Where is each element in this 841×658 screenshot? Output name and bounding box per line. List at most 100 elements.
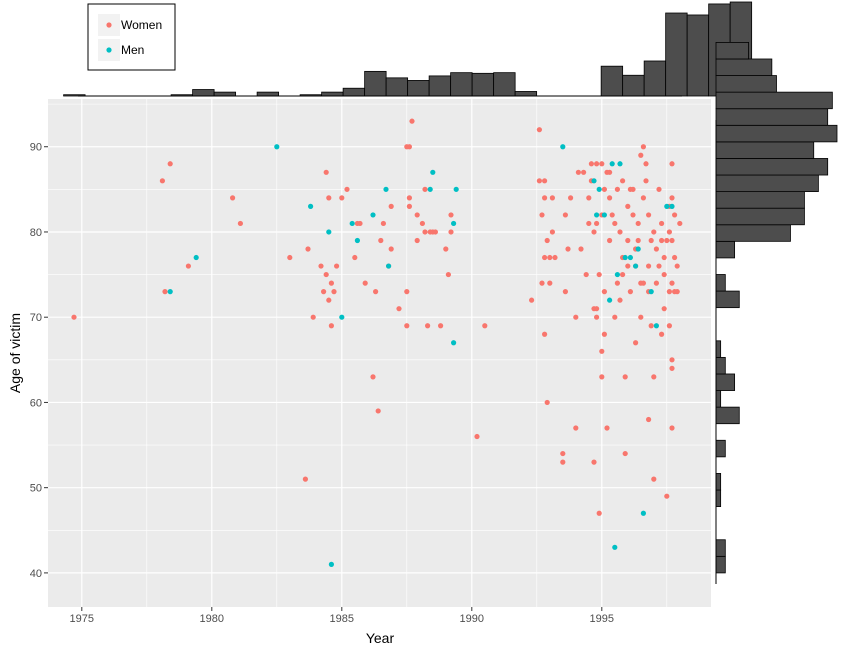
year-histogram-bar xyxy=(622,74,645,97)
age-histogram-bar xyxy=(715,124,838,143)
point-women xyxy=(669,195,675,201)
point-women xyxy=(552,254,558,261)
age-histogram-bar xyxy=(715,108,829,126)
point-women xyxy=(635,237,641,244)
point-women xyxy=(373,289,379,295)
point-women xyxy=(474,433,480,440)
point-women xyxy=(614,280,621,286)
point-men xyxy=(451,220,457,227)
point-women xyxy=(607,237,613,244)
point-women xyxy=(586,195,592,201)
point-women xyxy=(578,246,584,252)
point-women xyxy=(601,331,608,337)
point-women xyxy=(448,229,454,235)
age-histogram-bar xyxy=(715,91,833,110)
point-women xyxy=(549,195,556,201)
y-tick-label: 40 xyxy=(30,568,42,580)
point-women xyxy=(620,271,626,278)
year-histogram-bar xyxy=(256,91,280,97)
point-men xyxy=(609,161,615,167)
point-women xyxy=(581,169,587,175)
x-tick-label: 1985 xyxy=(330,613,354,625)
age-histogram-bar xyxy=(715,42,749,60)
year-histogram-bar xyxy=(192,89,215,97)
point-women xyxy=(643,161,649,167)
point-men xyxy=(601,212,608,218)
year-histogram-bar xyxy=(665,12,688,97)
x-tick-label: 1980 xyxy=(200,613,224,625)
age-histogram-bar xyxy=(715,240,736,259)
point-women xyxy=(640,195,647,201)
point-women xyxy=(328,323,334,329)
point-men xyxy=(633,263,639,269)
age-histogram-bar xyxy=(715,174,819,193)
point-women xyxy=(573,314,579,320)
point-women xyxy=(622,374,628,380)
age-histogram-bar xyxy=(715,356,726,375)
age-histogram-bar xyxy=(715,207,805,226)
point-men xyxy=(386,263,392,269)
point-women xyxy=(409,118,415,124)
scatter-points xyxy=(71,118,683,567)
point-women xyxy=(370,374,376,380)
y-axis-ticks: 40 50 60 70 80 90 xyxy=(30,142,48,580)
point-women xyxy=(323,271,329,278)
point-women xyxy=(334,263,340,269)
point-women xyxy=(614,186,621,192)
y-tick-label: 90 xyxy=(30,142,42,154)
point-women xyxy=(648,323,654,329)
point-women xyxy=(388,246,394,252)
point-women xyxy=(625,263,631,269)
age-histogram-bar xyxy=(715,274,726,292)
y-tick-label: 80 xyxy=(30,227,42,239)
point-women xyxy=(562,289,569,295)
legend-marker-women xyxy=(106,22,112,28)
plot-panel xyxy=(48,99,711,607)
point-women xyxy=(656,263,662,269)
point-women xyxy=(547,280,553,286)
point-women xyxy=(646,212,652,218)
age-histogram-bar xyxy=(715,290,740,309)
point-men xyxy=(635,246,641,252)
point-women xyxy=(669,365,675,371)
point-women xyxy=(607,195,613,201)
point-women xyxy=(344,186,350,192)
point-men xyxy=(617,161,623,167)
point-men xyxy=(669,203,675,209)
year-histogram-bar xyxy=(450,72,473,97)
point-women xyxy=(414,237,420,244)
point-women xyxy=(230,195,236,201)
point-men xyxy=(560,144,566,150)
point-women xyxy=(549,229,556,235)
point-women xyxy=(438,323,444,329)
point-women xyxy=(625,203,631,209)
point-women xyxy=(635,220,641,227)
point-women xyxy=(653,280,660,286)
point-women xyxy=(419,220,425,227)
age-histogram-bar xyxy=(715,373,736,391)
point-women xyxy=(599,374,605,380)
marginal-year-histogram xyxy=(63,1,753,97)
year-histogram-bar xyxy=(471,72,495,97)
age-histogram-bar xyxy=(715,555,726,574)
point-women xyxy=(310,314,316,320)
point-women xyxy=(594,220,600,227)
point-women xyxy=(594,306,600,312)
point-women xyxy=(633,340,639,346)
year-histogram-bar xyxy=(385,77,409,97)
point-women xyxy=(646,263,652,269)
point-women xyxy=(539,212,545,218)
point-women xyxy=(664,493,670,499)
point-men xyxy=(427,186,433,192)
point-men xyxy=(653,323,660,329)
point-men xyxy=(354,237,360,244)
year-histogram-bar xyxy=(321,91,344,97)
point-men xyxy=(453,186,459,192)
age-histogram-bar xyxy=(715,191,805,209)
point-women xyxy=(443,246,449,252)
point-women xyxy=(609,212,615,218)
point-women xyxy=(661,254,667,261)
point-women xyxy=(331,289,337,295)
point-women xyxy=(661,306,667,312)
